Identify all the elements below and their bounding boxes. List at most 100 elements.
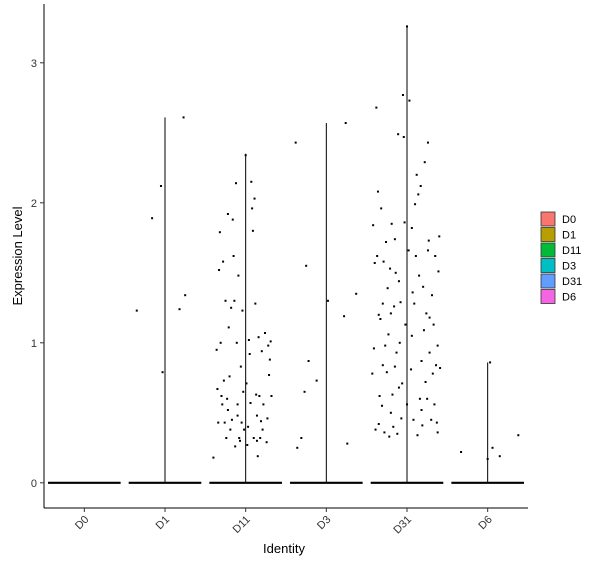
data-point-D11-61: [261, 428, 264, 431]
data-point-D31-3: [373, 262, 376, 264]
data-point-D31-73: [435, 364, 438, 367]
data-point-D11-6: [221, 403, 224, 406]
data-point-D11-22: [234, 182, 237, 185]
x-axis-title: Identity: [263, 541, 305, 556]
data-point-D3-3: [303, 390, 306, 393]
chart-axes: 0 1 2 3 D0 D1 D11 D3 D31 D6: [31, 4, 528, 536]
data-point-D11-39: [251, 229, 254, 232]
data-point-D31-69: [431, 372, 434, 375]
data-point-D31-1: [372, 224, 375, 227]
data-point-D11-35: [248, 353, 251, 355]
data-point-D11-10: [225, 437, 228, 439]
legend-key-D31: [540, 273, 556, 289]
data-point-D31-21: [389, 267, 392, 270]
data-point-D11-11: [226, 397, 229, 400]
data-point-D11-31: [243, 428, 246, 431]
data-point-D3-7: [326, 299, 329, 302]
data-point-D31-5: [376, 255, 379, 257]
data-point-D31-65: [427, 239, 430, 242]
data-point-D31-20: [388, 435, 391, 438]
data-point-D3-4: [305, 264, 308, 267]
data-point-D6-0: [460, 451, 463, 453]
data-point-D31-75: [436, 344, 439, 347]
data-point-D31-29: [395, 351, 398, 354]
data-point-D11-36: [249, 402, 252, 404]
data-point-D11-7: [222, 260, 225, 263]
data-point-D31-68: [431, 294, 434, 297]
data-point-D11-12: [226, 213, 229, 215]
data-point-D3-2: [300, 437, 303, 439]
data-point-D11-29: [241, 309, 244, 312]
data-point-D31-27: [393, 365, 396, 368]
data-point-D31-55: [419, 185, 422, 187]
data-point-D31-39: [403, 221, 406, 224]
data-point-D31-4: [375, 106, 378, 109]
data-point-D11-51: [262, 403, 265, 406]
data-point-D31-47: [412, 418, 415, 421]
data-point-D11-44: [255, 439, 258, 442]
data-point-D11-1: [217, 421, 220, 424]
data-point-D31-7: [377, 423, 380, 425]
legend-label-D11: D11: [562, 245, 581, 257]
data-point-D31-8: [378, 395, 381, 397]
data-point-D31-78: [439, 367, 442, 369]
data-point-D31-36: [401, 382, 404, 385]
data-point-D31-84: [413, 302, 416, 305]
legend-label-D31: D31: [562, 276, 582, 288]
data-point-D31-14: [383, 431, 386, 434]
data-point-D31-11: [380, 404, 383, 407]
data-point-D31-63: [426, 397, 429, 400]
legend-key-D0: [540, 211, 556, 227]
data-point-D11-65: [236, 414, 239, 417]
data-point-D31-90: [410, 227, 413, 229]
data-point-D3-1: [296, 446, 299, 449]
data-point-D31-88: [377, 313, 380, 316]
data-point-D31-2: [372, 347, 375, 350]
data-point-D31-15: [384, 344, 387, 347]
data-point-D11-28: [240, 421, 243, 424]
data-point-D31-48: [414, 203, 417, 206]
data-point-D11-53: [265, 441, 268, 444]
data-point-D31-33: [398, 341, 401, 344]
data-point-D11-16: [230, 306, 233, 309]
data-point-D31-85: [420, 409, 423, 411]
data-point-D31-58: [422, 285, 425, 288]
x-tick-label-D0: D0: [73, 514, 91, 532]
data-point-D11-2: [218, 269, 221, 271]
data-point-D31-18: [386, 287, 389, 290]
data-point-D31-13: [382, 260, 385, 263]
data-point-D11-52: [264, 332, 267, 334]
data-point-D31-6: [376, 190, 379, 193]
data-point-D1-4: [178, 308, 181, 311]
data-point-D31-72: [434, 255, 437, 257]
data-point-D11-62: [266, 417, 269, 420]
data-point-D31-17: [385, 371, 388, 374]
data-point-D3-10: [346, 442, 349, 445]
data-point-D31-43: [408, 99, 411, 102]
legend-label-D1: D1: [562, 230, 576, 242]
data-point-D11-24: [236, 403, 239, 406]
data-point-D31-12: [381, 302, 384, 305]
data-point-D11-50: [260, 350, 263, 353]
data-point-D11-63: [216, 388, 219, 390]
data-point-D31-16: [385, 241, 388, 243]
data-point-D31-31: [397, 133, 400, 136]
data-point-D31-89: [393, 238, 396, 241]
data-point-D6-4: [498, 455, 501, 458]
data-point-D11-25: [237, 274, 240, 277]
data-point-D11-43: [255, 393, 258, 396]
data-point-D31-45: [410, 334, 413, 337]
data-point-D11-59: [239, 365, 242, 368]
data-point-D11-30: [242, 390, 245, 393]
legend-label-D3: D3: [562, 261, 576, 273]
data-point-D11-17: [230, 418, 233, 421]
data-point-D31-30: [396, 432, 399, 435]
legend-label-D0: D0: [562, 214, 576, 226]
legend-key-D6: [540, 289, 556, 304]
data-point-D31-81: [389, 411, 392, 414]
data-point-D11-33: [246, 444, 249, 446]
data-point-D11-60: [245, 382, 248, 385]
data-point-D31-25: [392, 425, 395, 428]
data-point-D31-51: [416, 434, 419, 437]
x-tick-label-D11: D11: [231, 514, 253, 536]
